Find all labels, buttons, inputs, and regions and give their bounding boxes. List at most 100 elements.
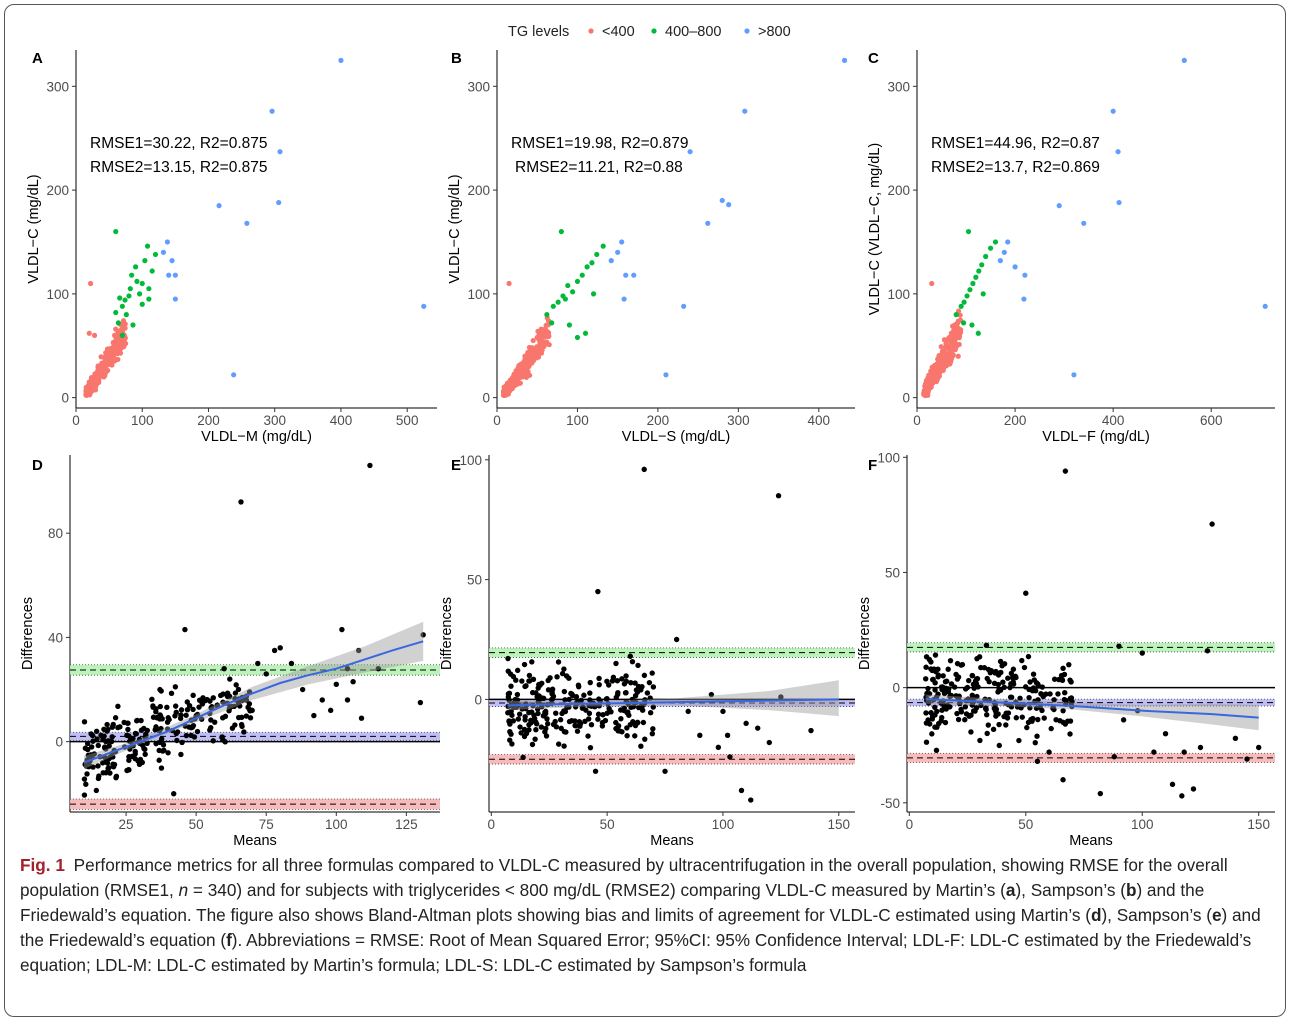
data-point <box>841 57 848 63</box>
data-point <box>93 787 100 794</box>
data-point <box>697 732 703 739</box>
data-point <box>642 736 648 742</box>
data-point <box>923 739 930 745</box>
data-point <box>719 197 725 204</box>
data-point <box>575 683 582 690</box>
data-point <box>1041 715 1047 721</box>
data-point <box>109 724 116 730</box>
data-point <box>579 704 586 710</box>
data-point <box>125 726 131 733</box>
data-point <box>512 696 518 703</box>
data-point <box>962 704 969 710</box>
legend-key-0 <box>588 28 594 34</box>
data-point <box>614 691 621 698</box>
data-point <box>516 711 523 717</box>
data-point <box>933 747 940 754</box>
data-point-lt400 <box>511 371 517 377</box>
data-point <box>939 686 945 693</box>
data-point <box>566 322 573 328</box>
data-point <box>138 717 144 724</box>
data-point <box>90 764 96 770</box>
data-point <box>1181 749 1187 755</box>
data-point <box>178 707 185 713</box>
data-point <box>1067 731 1073 737</box>
data-point <box>220 699 226 705</box>
y-tick-label: 0 <box>474 692 482 707</box>
data-point <box>978 702 984 709</box>
data-point <box>420 632 426 638</box>
data-point <box>1063 697 1069 704</box>
data-point <box>255 660 261 667</box>
data-point <box>980 291 986 297</box>
data-point <box>160 742 167 748</box>
data-point <box>766 739 772 746</box>
data-point <box>105 765 111 772</box>
data-point <box>973 274 979 280</box>
data-point <box>350 679 356 685</box>
data-point <box>1039 691 1045 698</box>
data-point-lt400 <box>533 350 539 356</box>
data-point-lt400 <box>103 353 109 359</box>
data-point <box>510 673 517 680</box>
data-point <box>606 705 612 712</box>
data-point <box>1031 677 1037 683</box>
data-point <box>149 268 155 274</box>
data-point <box>627 653 634 659</box>
data-point <box>569 691 575 697</box>
data-point <box>932 687 938 693</box>
panel-e: E 0 50 100 150 0 50 100 Means Differences <box>439 453 855 849</box>
data-point <box>1000 679 1006 685</box>
data-point-lt400 <box>102 373 108 379</box>
data-point <box>630 719 636 725</box>
data-point <box>157 716 163 722</box>
data-point <box>276 199 282 206</box>
data-point-lt400 <box>948 344 954 350</box>
data-point-lt400 <box>541 339 548 345</box>
data-point <box>115 703 121 709</box>
y-axis-title: VLDL−C (mg/dL) <box>26 174 42 283</box>
data-point <box>112 715 119 721</box>
data-point <box>514 691 521 698</box>
data-point <box>610 674 617 681</box>
data-point <box>623 272 629 278</box>
data-point <box>708 691 715 698</box>
y-tick-label: 0 <box>482 391 490 406</box>
data-point <box>237 703 243 709</box>
y-axis-title: Differences <box>439 597 455 670</box>
data-point <box>923 654 930 660</box>
data-point <box>157 703 164 710</box>
data-point <box>587 697 593 703</box>
data-point <box>925 717 931 723</box>
data-point <box>639 707 646 713</box>
data-point <box>976 268 982 274</box>
y-tick-label: 0 <box>55 735 63 750</box>
data-point-lt400 <box>941 348 947 355</box>
data-point <box>100 770 106 776</box>
data-point <box>82 761 89 767</box>
data-point <box>128 735 134 741</box>
data-point <box>599 719 606 726</box>
data-point <box>572 722 578 729</box>
data-point <box>947 657 954 664</box>
data-point <box>172 296 178 302</box>
x-tick-label: 100 <box>566 413 589 428</box>
data-point <box>1027 705 1033 711</box>
data-point <box>141 725 147 732</box>
data-point-lt400 <box>527 372 533 378</box>
data-point <box>1116 643 1122 649</box>
data-point <box>619 676 625 682</box>
data-point <box>114 334 120 341</box>
data-point <box>127 286 133 292</box>
data-point <box>647 695 653 701</box>
data-point <box>934 724 940 730</box>
data-point <box>125 720 131 726</box>
data-point <box>135 758 141 764</box>
data-point <box>520 754 526 761</box>
data-point <box>1017 695 1023 702</box>
y-tick-label: 100 <box>46 287 69 302</box>
data-point-lt400 <box>546 333 552 339</box>
caption-segment: ), Sampson’s ( <box>1101 905 1212 925</box>
data-point <box>563 729 569 735</box>
data-point <box>572 704 579 710</box>
